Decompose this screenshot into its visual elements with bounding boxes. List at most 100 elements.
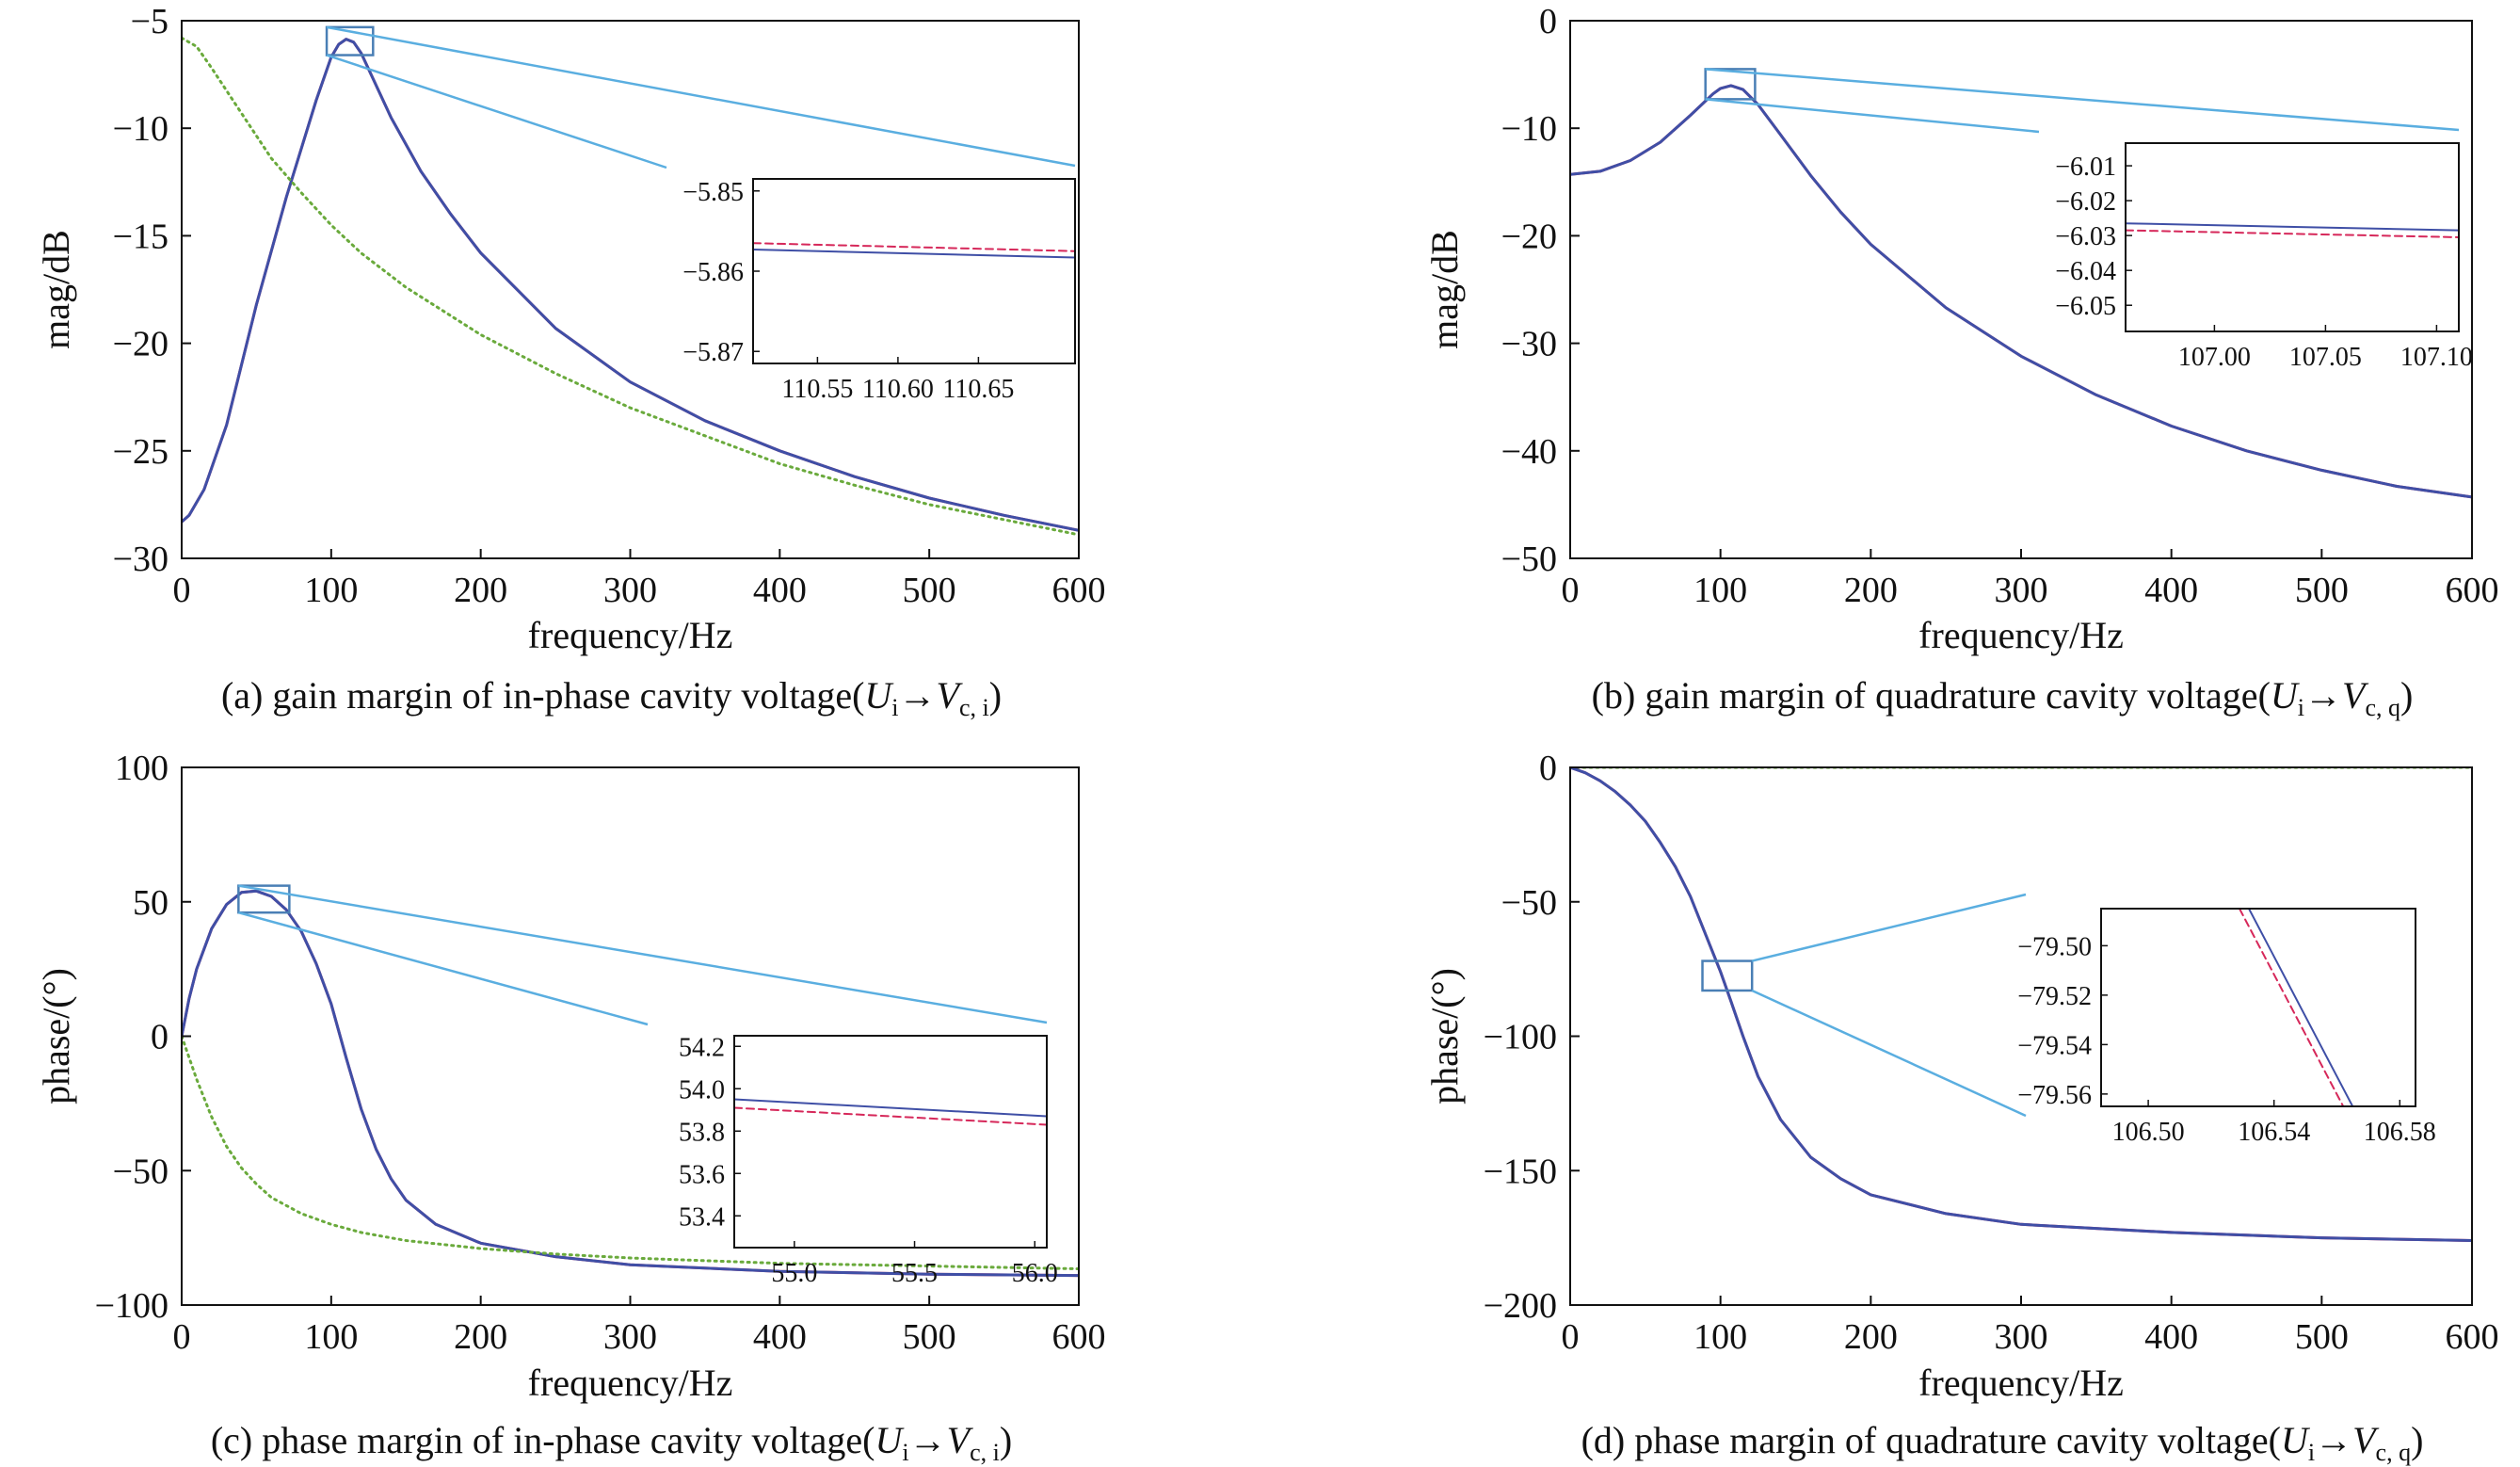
y-tick-label: −20	[1501, 217, 1557, 256]
x-tick-label: 300	[603, 1317, 657, 1357]
caption-subscript-u: i	[2298, 694, 2304, 721]
y-tick-label: −30	[1501, 325, 1557, 364]
y-tick-label: −100	[95, 1286, 169, 1326]
panel-caption: (d) phase margin of quadrature cavity vo…	[1581, 1419, 2424, 1466]
caption-symbol-u: U	[864, 674, 894, 717]
zoom-connector-line	[1705, 68, 2460, 132]
series-group	[182, 889, 1079, 1278]
series-group	[1570, 767, 2472, 1242]
y-axis-label: mag/dB	[35, 230, 77, 349]
inset-plot: 106.50 106.54 106.58 −79.50 −79.52 −79.54 −79.…	[2017, 908, 2436, 1147]
x-tick-label: 0	[1562, 571, 1580, 610]
x-tick-label: 200	[1844, 1317, 1898, 1357]
inset-x-tick-label: 110.55	[781, 375, 853, 404]
caption-arrow: →	[2315, 1419, 2352, 1461]
zoom-box	[237, 884, 291, 914]
inset-series-line-blue-0	[753, 249, 1075, 259]
inset-x-tick-label: 106.54	[2238, 1118, 2310, 1147]
zoom-connector-line	[1705, 98, 2040, 134]
inset-y-tick-label: 53.8	[679, 1118, 725, 1147]
y-tick-label: −50	[1501, 540, 1557, 579]
inset-frame-border	[2125, 142, 2460, 332]
panel-caption: (a) gain margin of in-phase cavity volta…	[221, 674, 1002, 721]
inset-y-tick-label: −79.54	[2017, 1031, 2092, 1060]
y-tick-label: −25	[113, 432, 169, 472]
caption-arrow: →	[909, 1419, 947, 1461]
zoom-connector-line	[1751, 893, 2027, 962]
y-axis-label: phase/(°)	[35, 968, 77, 1104]
zoom-connector-line	[326, 54, 667, 169]
inset-y-tick-label: −79.50	[2017, 932, 2092, 961]
x-tick-label: 500	[903, 571, 956, 610]
x-tick-label: 100	[1693, 1317, 1747, 1357]
x-axis-label: frequency/Hz	[1918, 614, 2124, 656]
zoom-connector-line	[326, 25, 1076, 168]
inset-frame-border	[2100, 908, 2416, 1107]
inset-x-tick-label: 110.65	[942, 375, 1014, 404]
inset-series-line-blue-0	[2248, 909, 2354, 1106]
x-tick-label: 300	[1995, 1317, 2048, 1357]
inset-frame	[733, 1035, 1048, 1249]
zoom-connector-line	[1751, 989, 2027, 1118]
inset-y-tick-label: −5.85	[682, 178, 744, 207]
inset-series-line-red-1	[734, 1106, 1047, 1126]
inset-series-line-red-1	[2239, 909, 2345, 1106]
y-tick-label: 0	[1539, 749, 1557, 788]
caption-close: )	[2411, 1419, 2423, 1461]
inset-series-group	[2126, 222, 2459, 238]
x-tick-label: 400	[2144, 571, 2198, 610]
x-tick-label: 600	[2446, 1317, 2499, 1357]
chart-panel-c: 0 100 200 300 400 500 600100500−50−100frequenc…	[35, 749, 1106, 1466]
caption-symbol-u: U	[2281, 1419, 2311, 1461]
caption-text: (b) gain margin of quadrature cavity vol…	[1592, 674, 2271, 717]
caption-subscript-u: i	[891, 694, 898, 721]
y-tick-label: −200	[1484, 1286, 1557, 1326]
inset-plot: 110.55 110.60 110.65 −5.85 −5.86 −5.87	[682, 178, 1076, 404]
inset-y-tick-label: −6.01	[2055, 153, 2116, 182]
y-tick-label: −40	[1501, 432, 1557, 472]
inset-x-tick-label: 106.58	[2364, 1118, 2436, 1147]
series-group	[1570, 84, 2472, 499]
series-line-blue-2	[1570, 767, 2472, 1242]
series-line-green-2	[182, 36, 1079, 537]
inset-series-group	[734, 1098, 1047, 1126]
x-tick-label: 600	[1052, 1317, 1106, 1357]
inset-y-tick-label: −6.05	[2055, 292, 2116, 321]
inset-series-line-red-1	[2126, 229, 2459, 238]
caption-subscript-v: c, q	[2376, 1439, 2412, 1466]
caption-subscript-u: i	[2308, 1439, 2315, 1466]
caption-symbol-v: V	[2342, 674, 2369, 717]
x-tick-label: 600	[2446, 571, 2499, 610]
y-tick-label: −100	[1484, 1018, 1557, 1057]
inset-series-group	[2239, 909, 2354, 1106]
inset-y-tick-label: −79.52	[2017, 982, 2092, 1011]
inset-frame	[2100, 908, 2416, 1107]
x-tick-label: 100	[304, 1317, 358, 1357]
inset-y-tick-label: −79.56	[2017, 1081, 2092, 1110]
zoom-box	[1704, 68, 1757, 101]
inset-series-line-blue-0	[2126, 222, 2459, 232]
caption-symbol-u: U	[2271, 674, 2301, 717]
y-axis-label: phase/(°)	[1423, 968, 1466, 1104]
inset-series-line-blue-0	[734, 1098, 1047, 1118]
inset-x-tick-label: 56.0	[1012, 1259, 1058, 1288]
inset-y-tick-label: 53.4	[679, 1202, 725, 1232]
caption-subscript-u: i	[902, 1439, 908, 1466]
x-tick-label: 400	[753, 571, 807, 610]
caption-symbol-v: V	[2352, 1419, 2380, 1461]
x-tick-label: 200	[1844, 571, 1898, 610]
x-tick-label: 100	[1693, 571, 1747, 610]
inset-plot: 107.00 107.05 107.10 −6.01 −6.02 −6.03 −6.04 −6…	[2055, 142, 2473, 372]
chart-panel-a: 0 100 200 300 400 500 600 −5 −10 −15 −20 −25 −30 freq…	[35, 2, 1106, 721]
y-tick-label: −150	[1484, 1152, 1557, 1191]
inset-x-tick-label: 107.10	[2400, 343, 2473, 372]
series-group	[182, 36, 1079, 537]
series-line-blue-1	[182, 38, 1079, 532]
x-tick-label: 300	[603, 571, 657, 610]
caption-text: (d) phase margin of quadrature cavity vo…	[1581, 1419, 2281, 1461]
series-line-green-2	[182, 1035, 1079, 1270]
inset-x-tick-label: 106.50	[2112, 1118, 2185, 1147]
x-axis-label: frequency/Hz	[1918, 1362, 2124, 1404]
x-tick-label: 0	[173, 1317, 191, 1357]
